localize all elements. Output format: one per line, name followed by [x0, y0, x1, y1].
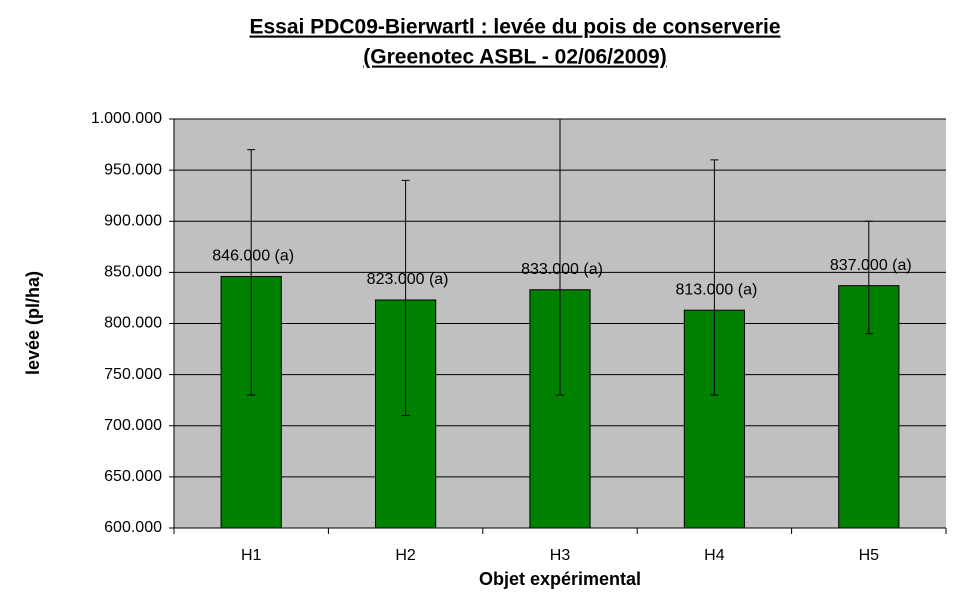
y-tick-label: 650.000: [104, 468, 162, 485]
y-tick-label: 900.000: [104, 212, 162, 229]
value-label: 823.000 (a): [367, 271, 449, 288]
y-tick-label: 950.000: [104, 161, 162, 178]
y-tick-label: 850.000: [104, 264, 162, 281]
y-tick-label: 800.000: [104, 315, 162, 332]
y-tick-label: 750.000: [104, 366, 162, 383]
x-axis-title: Objet expérimental: [479, 569, 641, 589]
value-label: 813.000 (a): [675, 281, 757, 298]
x-tick-label: H5: [859, 547, 880, 564]
chart-title: Essai PDC09-Bierwartl : levée du pois de…: [249, 16, 780, 39]
value-label: 837.000 (a): [830, 257, 912, 274]
y-tick-label: 600.000: [104, 519, 162, 536]
x-tick-label: H4: [704, 547, 725, 564]
y-axis-title: levée (pl/ha): [23, 271, 43, 375]
chart-subtitle: (Greenotec ASBL - 02/06/2009): [363, 46, 666, 69]
y-tick-label: 1.000.000: [91, 110, 162, 127]
x-tick-label: H1: [241, 547, 262, 564]
value-label: 833.000 (a): [521, 261, 603, 278]
value-label: 846.000 (a): [212, 248, 294, 265]
y-tick-label: 700.000: [104, 417, 162, 434]
x-tick-label: H3: [550, 547, 571, 564]
x-tick-label: H2: [395, 547, 416, 564]
